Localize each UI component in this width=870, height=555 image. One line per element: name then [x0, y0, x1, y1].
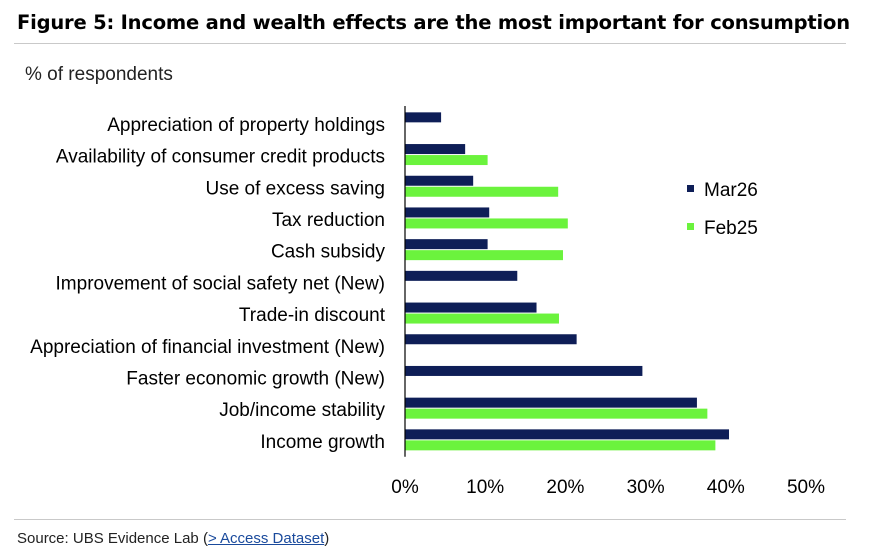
- category-label-3: Tax reduction: [272, 210, 385, 231]
- bar-mar26-4: [405, 239, 488, 250]
- legend-swatch-feb25: [687, 223, 694, 230]
- category-label-0: Appreciation of property holdings: [107, 115, 385, 136]
- unit-label: % of respondents: [25, 64, 173, 85]
- bar-mar26-6: [405, 302, 537, 313]
- access-dataset-link[interactable]: > Access Dataset: [207, 530, 325, 547]
- x-tick-label-4: 40%: [707, 477, 745, 498]
- category-label-7: Appreciation of financial investment (Ne…: [30, 337, 385, 358]
- bars-group: [405, 112, 730, 451]
- x-tick-label-0: 0%: [391, 477, 419, 498]
- source-suffix: ): [324, 530, 330, 547]
- bar-mar26-1: [405, 144, 466, 155]
- category-label-5: Improvement of social safety net (New): [56, 273, 385, 294]
- legend-swatch-mar26: [687, 185, 694, 192]
- bar-feb25-9: [405, 408, 708, 419]
- bar-mar26-5: [405, 270, 518, 281]
- category-label-1: Availability of consumer credit products: [56, 147, 385, 168]
- bottom-divider: [14, 519, 846, 520]
- bar-mar26-10: [405, 429, 730, 440]
- bar-mar26-7: [405, 334, 577, 345]
- category-label-9: Job/income stability: [219, 400, 385, 421]
- legend-label-mar26: Mar26: [704, 180, 758, 201]
- bar-feb25-4: [405, 250, 563, 261]
- bar-feb25-3: [405, 218, 568, 229]
- top-divider: [14, 43, 846, 44]
- x-tick-label-5: 50%: [787, 477, 825, 498]
- legend-label-feb25: Feb25: [704, 218, 758, 239]
- category-label-10: Income growth: [260, 432, 385, 453]
- category-label-4: Cash subsidy: [271, 242, 386, 263]
- bar-mar26-9: [405, 397, 697, 408]
- category-label-2: Use of excess saving: [205, 178, 385, 199]
- x-tick-label-2: 20%: [546, 477, 584, 498]
- x-tick-label-1: 10%: [466, 477, 504, 498]
- legend: Mar26 Feb25: [687, 180, 758, 239]
- x-tick-label-3: 30%: [627, 477, 665, 498]
- source-prefix: Source: UBS Evidence Lab (: [17, 530, 208, 547]
- bar-mar26-3: [405, 207, 490, 218]
- bar-feb25-6: [405, 313, 559, 324]
- source-note: Source: UBS Evidence Lab (> Access Datas…: [17, 530, 329, 547]
- bar-mar26-8: [405, 365, 643, 376]
- bar-feb25-10: [405, 440, 716, 451]
- bar-feb25-2: [405, 186, 559, 197]
- bar-mar26-0: [405, 112, 442, 123]
- bar-mar26-2: [405, 175, 474, 186]
- bar-feb25-1: [405, 155, 488, 166]
- category-label-8: Faster economic growth (New): [126, 368, 385, 389]
- category-label-6: Trade-in discount: [239, 305, 386, 326]
- category-labels: Appreciation of property holdings Availab…: [30, 115, 386, 453]
- chart-title: Figure 5: Income and wealth effects are …: [17, 11, 850, 34]
- x-axis-ticks: 0% 10% 20% 30% 40% 50%: [391, 477, 825, 498]
